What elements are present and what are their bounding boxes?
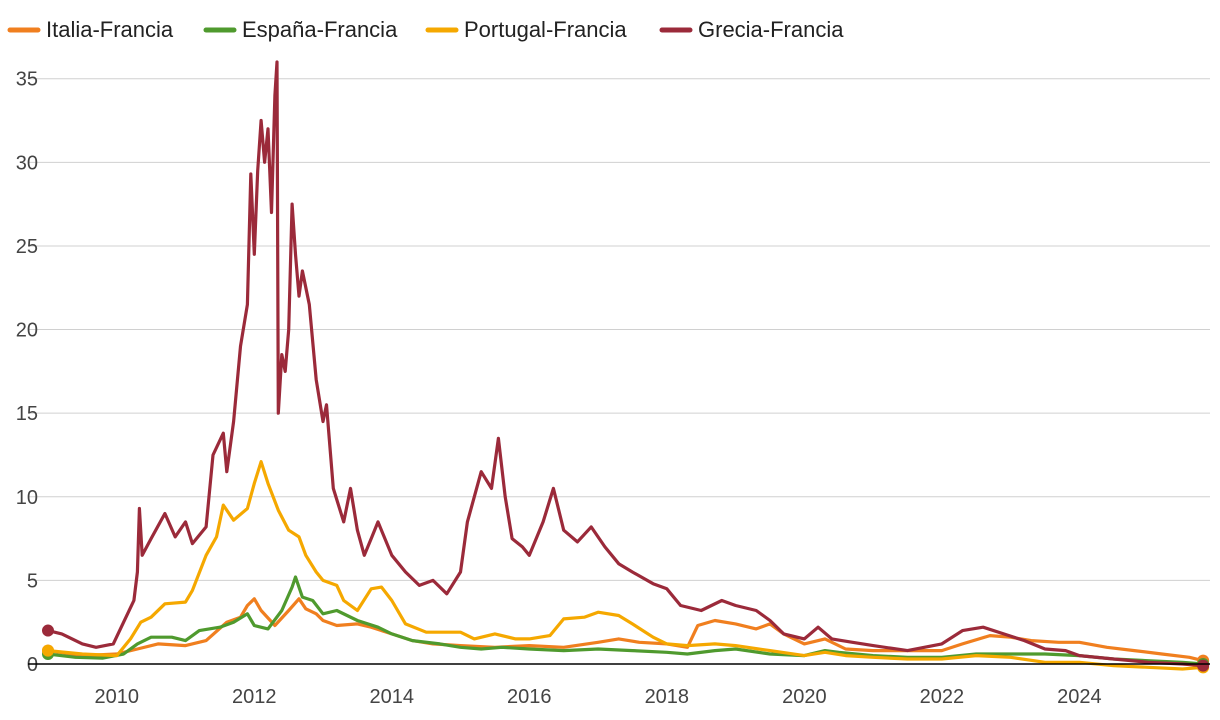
y-tick-label: 10 bbox=[16, 487, 38, 509]
legend-label: Italia-Francia bbox=[46, 17, 174, 42]
chart-gridlines bbox=[28, 78, 1210, 581]
x-tick-label: 2018 bbox=[645, 686, 690, 708]
legend-item: Italia-Francia bbox=[7, 17, 174, 42]
chart-series bbox=[42, 60, 1210, 674]
chart-legend: Italia-Francia España-Francia Portugal-Fra… bbox=[7, 17, 844, 42]
series-start-marker-2 bbox=[42, 644, 54, 657]
x-tick-label: 2014 bbox=[370, 686, 415, 708]
x-axis-tick-labels: 2010 2012 2014 2016 2018 2020 2022 2024 bbox=[95, 686, 1102, 708]
legend-item: Portugal-Francia bbox=[425, 17, 627, 42]
legend-label: Grecia-Francia bbox=[698, 17, 844, 42]
series-end-marker-3 bbox=[1197, 659, 1210, 672]
y-tick-label: 25 bbox=[16, 236, 38, 258]
series-start-marker-3 bbox=[42, 624, 54, 637]
y-tick-label: 0 bbox=[27, 654, 38, 676]
series-line-2 bbox=[46, 460, 1205, 671]
y-tick-label: 20 bbox=[16, 320, 38, 342]
y-tick-label: 35 bbox=[16, 69, 38, 91]
legend-label: España-Francia bbox=[242, 17, 398, 42]
x-tick-label: 2016 bbox=[507, 686, 552, 708]
series-line-3 bbox=[46, 60, 1205, 668]
x-tick-label: 2024 bbox=[1057, 686, 1102, 708]
series-line-1 bbox=[46, 575, 1205, 666]
x-tick-label: 2020 bbox=[782, 686, 827, 708]
y-tick-label: 5 bbox=[27, 570, 38, 592]
legend-item: España-Francia bbox=[203, 17, 398, 42]
y-axis-tick-labels: 0 5 10 15 20 25 30 35 bbox=[16, 69, 38, 676]
x-tick-label: 2010 bbox=[95, 686, 140, 708]
legend-label: Portugal-Francia bbox=[464, 17, 627, 42]
legend-item: Grecia-Francia bbox=[659, 17, 844, 42]
x-tick-label: 2012 bbox=[232, 686, 277, 708]
series-line-0 bbox=[46, 597, 1205, 663]
y-tick-label: 30 bbox=[16, 152, 38, 174]
y-tick-label: 15 bbox=[16, 403, 38, 425]
x-tick-label: 2022 bbox=[920, 686, 965, 708]
